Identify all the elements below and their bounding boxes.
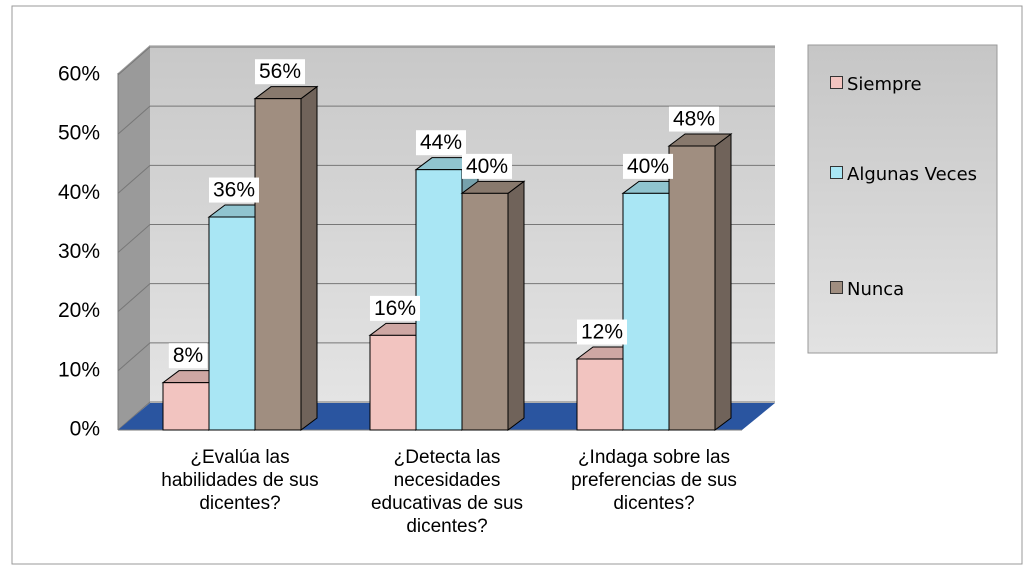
y-tick-label: 20% — [58, 299, 100, 322]
data-label: 40% — [622, 153, 674, 179]
data-label-box — [461, 153, 513, 179]
bar — [576, 358, 624, 431]
bar-side — [300, 85, 318, 431]
grid-line — [117, 105, 775, 135]
grid-line — [117, 164, 775, 194]
data-label-box — [622, 153, 674, 179]
data-label: 48% — [668, 106, 720, 132]
x-tick-label: ¿Indaga sobre las preferencias de sus di… — [571, 447, 737, 514]
data-label-box — [168, 343, 208, 369]
legend-swatch — [830, 166, 843, 179]
data-label: 16% — [369, 295, 421, 321]
bar — [668, 145, 716, 431]
data-label: 40% — [461, 153, 513, 179]
y-tick-label: 40% — [58, 181, 100, 204]
legend-label: Siempre — [847, 74, 922, 95]
x-tick-label: ¿Evalúa las habilidades de sus dicentes? — [161, 447, 319, 514]
data-label-box — [576, 319, 628, 345]
data-label-text: 40% — [627, 155, 669, 178]
grid-line — [117, 224, 775, 253]
bar — [415, 169, 463, 431]
data-label-text: 36% — [213, 179, 255, 202]
grid-line — [117, 342, 775, 372]
grid-line — [117, 401, 775, 431]
data-label-text: 40% — [466, 155, 508, 178]
legend-box — [807, 44, 998, 354]
bar — [369, 334, 417, 431]
bar — [254, 98, 302, 431]
data-label-box — [668, 106, 720, 132]
legend-label: Algunas Veces — [847, 164, 978, 185]
bar — [622, 192, 670, 431]
bar — [162, 382, 210, 431]
legend-entry: Siempre — [830, 72, 980, 98]
chart-border — [11, 5, 1023, 565]
grid-line — [117, 46, 775, 76]
y-tick-label: 50% — [58, 122, 100, 145]
data-label: 12% — [576, 319, 628, 345]
legend-label: Nunca — [847, 279, 905, 300]
y-tick-label: 10% — [58, 358, 100, 381]
legend-swatch — [830, 281, 843, 294]
data-label-text: 56% — [259, 60, 301, 83]
data-label-text: 48% — [673, 108, 715, 131]
data-label: 56% — [254, 59, 306, 85]
grid-line — [117, 283, 775, 313]
data-label-text: 12% — [581, 321, 623, 344]
data-label: 8% — [168, 343, 208, 369]
data-label-box — [254, 59, 306, 85]
legend-entry: Algunas Veces — [830, 162, 980, 188]
data-label: 44% — [415, 130, 467, 156]
legend-swatch — [830, 76, 843, 89]
bar — [208, 216, 256, 431]
data-label-text: 8% — [173, 344, 203, 367]
data-label-text: 16% — [374, 297, 416, 320]
side-wall — [118, 45, 150, 430]
data-label-box — [369, 295, 421, 321]
y-tick-label: 30% — [58, 240, 100, 263]
y-tick-label: 60% — [58, 63, 100, 86]
x-tick-label: ¿Detecta las necesidades educativas de s… — [370, 447, 524, 537]
legend-entry: Nunca — [830, 277, 980, 303]
bar-side — [714, 133, 732, 431]
bar-side — [507, 180, 525, 431]
data-label-box — [415, 130, 467, 156]
bar — [461, 192, 509, 431]
y-tick-label: 0% — [70, 418, 100, 441]
data-label-box — [208, 177, 260, 203]
data-label: 36% — [208, 177, 260, 203]
data-label-text: 44% — [420, 131, 462, 154]
